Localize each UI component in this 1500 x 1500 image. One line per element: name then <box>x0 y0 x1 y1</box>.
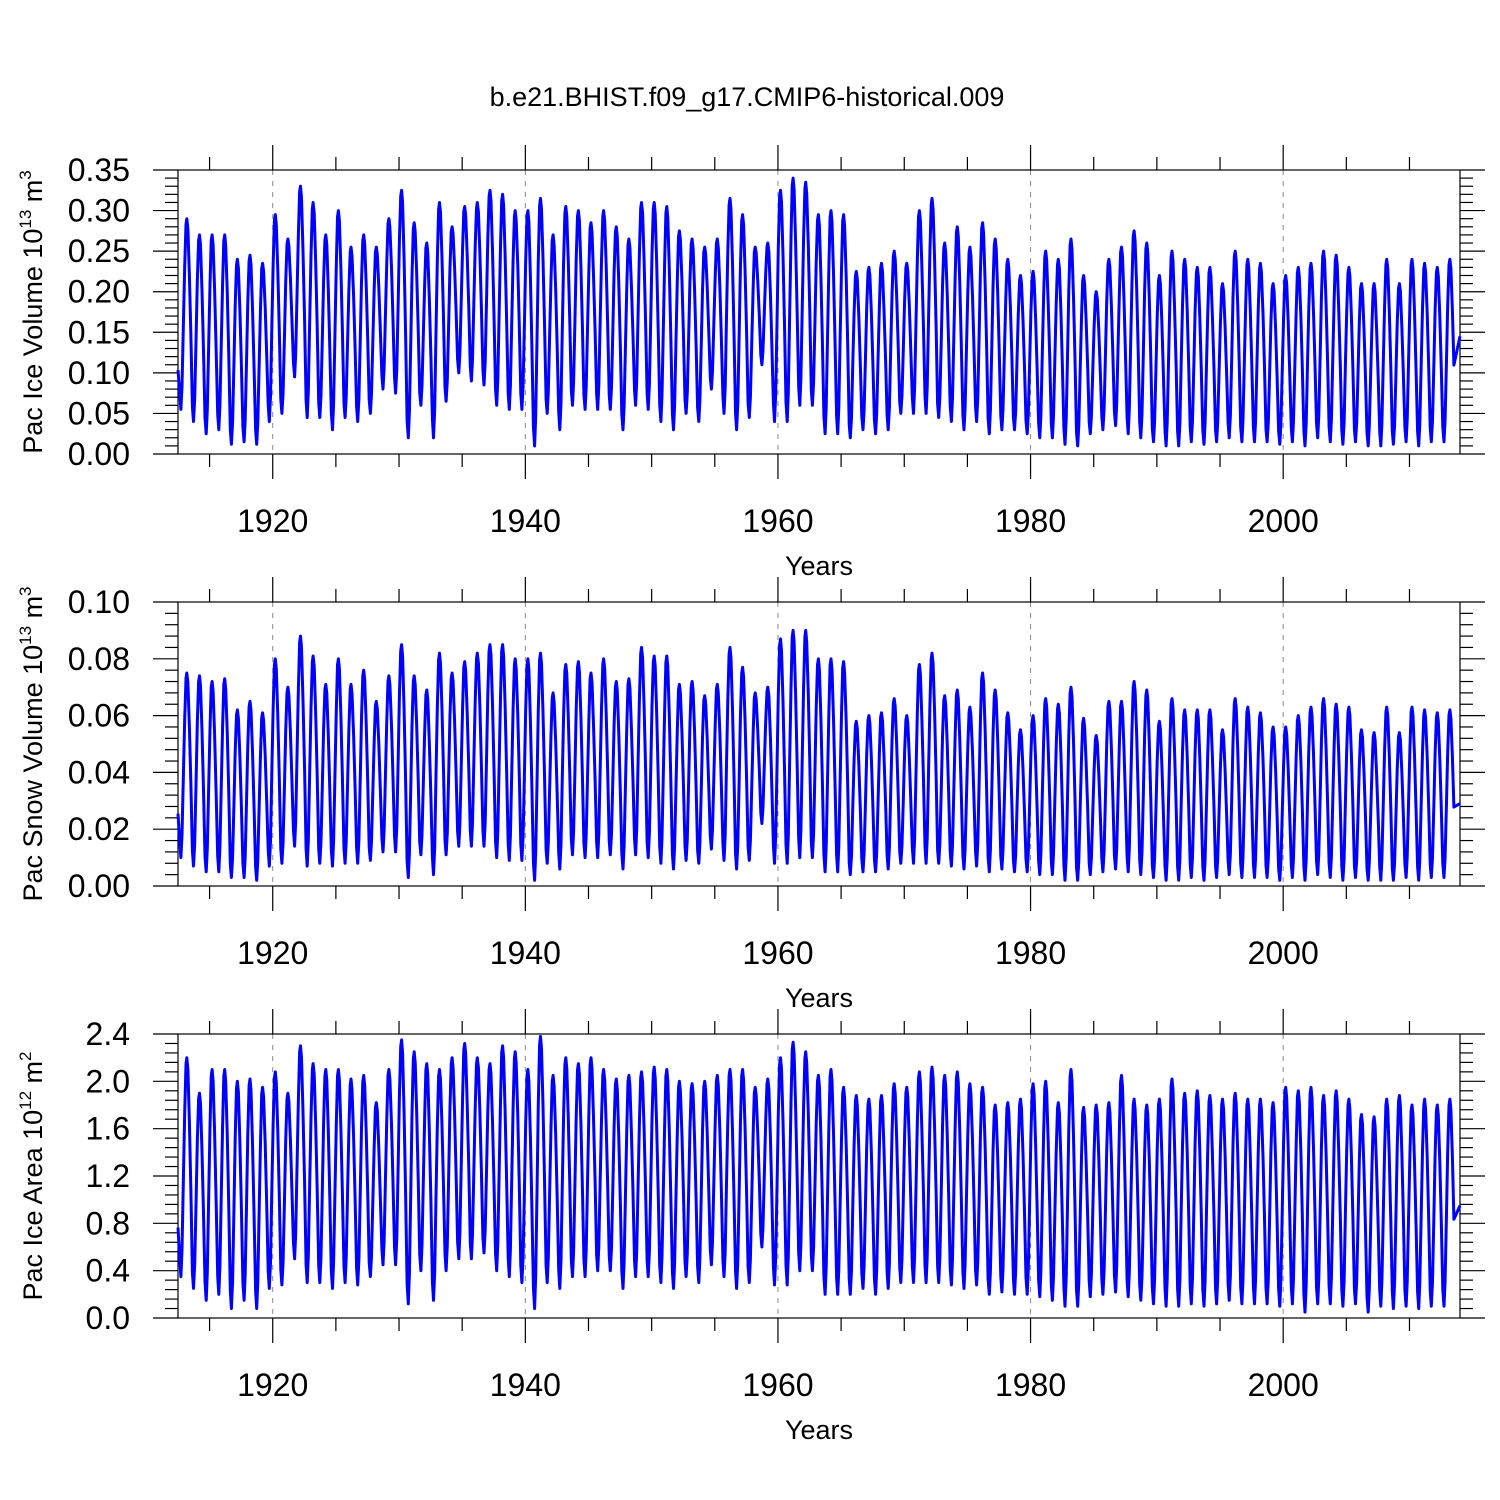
pac-ice-volume-y-tick-label: 0.30 <box>68 193 130 229</box>
pac-ice-volume-x-axis-label: Years <box>785 551 853 581</box>
pac-snow-volume-x-tick-label: 2000 <box>1248 935 1319 971</box>
pac-snow-volume-y-axis-label: Pac Snow Volume 1013 m3 <box>16 586 48 901</box>
pac-ice-volume-y-tick-label: 0.00 <box>68 436 130 472</box>
pac-snow-volume-series-line <box>176 628 1461 882</box>
pac-snow-volume-panel: 1920 1940 1960 1980 2000 0.00 0.02 0.04 0.06 0.08… <box>16 577 1485 1013</box>
pac-ice-area-x-tick-label: 1920 <box>237 1367 308 1403</box>
pac-ice-area-x-tick-label: 2000 <box>1248 1367 1319 1403</box>
pac-ice-volume-x-tick-label: 1940 <box>490 503 561 539</box>
pac-snow-volume-y-tick-label: 0.10 <box>68 584 130 620</box>
pac-ice-area-x-tick-label: 1960 <box>742 1367 813 1403</box>
pac-snow-volume-plot-frame <box>177 601 1461 887</box>
pac-ice-volume-x-tick-label: 1920 <box>237 503 308 539</box>
pac-ice-area-x-tick-label: 1940 <box>490 1367 561 1403</box>
pac-ice-area-y-tick-label: 2.0 <box>86 1063 130 1099</box>
pac-ice-volume-panel: 1920 1940 1960 1980 2000 0.00 0.05 0.10 0.15 0.20… <box>16 145 1485 581</box>
pac-ice-volume-x-tick-label: 1960 <box>742 503 813 539</box>
pac-ice-volume-y-tick-label: 0.25 <box>68 233 130 269</box>
pac-snow-volume-y-tick-label: 0.04 <box>68 754 130 790</box>
pac-ice-area-x-axis-label: Years <box>785 1415 853 1445</box>
pac-ice-area-y-tick-label: 1.6 <box>86 1111 130 1147</box>
pac-ice-volume-y-tick-label: 0.05 <box>68 395 130 431</box>
pac-ice-area-y-tick-label: 0.8 <box>86 1205 130 1241</box>
pac-ice-area-y-tick-label: 0.4 <box>86 1253 130 1289</box>
pac-ice-area-panel: 1920 1940 1960 1980 2000 0.0 0.4 0.8 1.2 1.6 2.0 2.… <box>16 1009 1485 1445</box>
pac-snow-volume-x-tick-label: 1920 <box>237 935 308 971</box>
pac-ice-volume-x-tick-label: 2000 <box>1248 503 1319 539</box>
pac-snow-volume-x-axis-label: Years <box>785 983 853 1013</box>
pac-ice-area-y-tick-label: 1.2 <box>86 1158 130 1194</box>
pac-ice-volume-y-tick-label: 0.15 <box>68 314 130 350</box>
pac-snow-volume-y-tick-label: 0.02 <box>68 811 130 847</box>
pac-ice-volume-y-tick-label: 0.20 <box>68 274 130 310</box>
pac-snow-volume-y-tick-label: 0.08 <box>68 641 130 677</box>
pac-snow-volume-x-tick-label: 1980 <box>995 935 1066 971</box>
pac-ice-volume-plot-frame <box>177 169 1461 455</box>
pac-ice-volume-y-tick-label: 0.10 <box>68 355 130 391</box>
pac-ice-volume-y-tick-label: 0.35 <box>68 152 130 188</box>
pac-snow-volume-x-tick-label: 1960 <box>742 935 813 971</box>
pac-ice-area-y-tick-label: 2.4 <box>86 1016 130 1052</box>
pac-ice-volume-y-axis-label: Pac Ice Volume 1013 m3 <box>16 170 48 454</box>
pac-snow-volume-y-tick-label: 0.00 <box>68 868 130 904</box>
figure-title: b.e21.BHIST.f09_g17.CMIP6-historical.009 <box>490 82 1005 112</box>
pac-ice-volume-series-line <box>176 176 1462 448</box>
panels: 1920 1940 1960 1980 2000 0.00 0.05 0.10 0.15 0.20… <box>16 145 1485 1445</box>
pac-ice-area-x-tick-label: 1980 <box>995 1367 1066 1403</box>
pac-snow-volume-y-tick-label: 0.06 <box>68 698 130 734</box>
pac-ice-area-y-tick-label: 0.0 <box>86 1300 130 1336</box>
pac-snow-volume-x-tick-label: 1940 <box>490 935 561 971</box>
pac-ice-volume-x-tick-label: 1980 <box>995 503 1066 539</box>
pac-ice-area-series-line <box>176 1034 1462 1314</box>
pac-ice-area-y-axis-label: Pac Ice Area 1012 m2 <box>16 1051 48 1300</box>
